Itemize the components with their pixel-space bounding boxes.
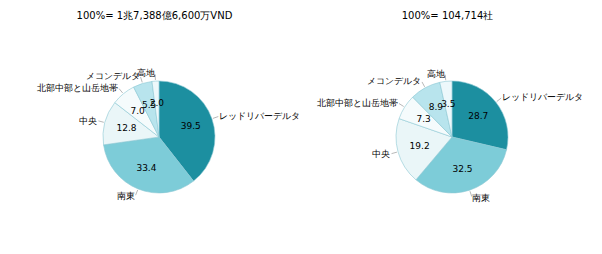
svg-text:19.2: 19.2 xyxy=(410,141,430,151)
svg-text:7.3: 7.3 xyxy=(416,114,430,124)
svg-text:8.9: 8.9 xyxy=(428,102,444,113)
svg-text:32.5: 32.5 xyxy=(453,164,473,174)
svg-text:メコンデルタ: メコンデルタ xyxy=(86,71,140,81)
svg-text:高地: 高地 xyxy=(137,68,155,78)
svg-text:北部中部と山岳地帯: 北部中部と山岳地帯 xyxy=(37,83,118,93)
svg-text:高地: 高地 xyxy=(427,69,445,79)
svg-text:12.8: 12.8 xyxy=(117,123,137,133)
svg-text:レッドリバーデルタ: レッドリバーデルタ xyxy=(502,92,583,102)
svg-text:南東: 南東 xyxy=(472,193,490,203)
svg-text:中央: 中央 xyxy=(79,116,97,126)
html-text:100%= 104,714社: 100%= 104,714社 xyxy=(401,10,494,21)
html-text:100%= 1兆7,388億6,600万VND: 100%= 1兆7,388億6,600万VND xyxy=(76,10,233,21)
svg-text:中央: 中央 xyxy=(372,149,390,159)
svg-text:39.5: 39.5 xyxy=(181,121,201,131)
svg-text:南東: 南東 xyxy=(117,191,135,201)
svg-text:メコンデルタ: メコンデルタ xyxy=(367,76,421,86)
svg-text:レッドリバーデルタ: レッドリバーデルタ xyxy=(219,111,300,121)
svg-text:北部中部と山岳地帯: 北部中部と山岳地帯 xyxy=(317,98,398,108)
svg-text:2.0: 2.0 xyxy=(150,98,165,108)
svg-text:3.5: 3.5 xyxy=(441,99,455,109)
svg-text:33.4: 33.4 xyxy=(136,163,156,173)
svg-text:7.0: 7.0 xyxy=(130,106,145,117)
svg-text:28.7: 28.7 xyxy=(468,111,488,121)
